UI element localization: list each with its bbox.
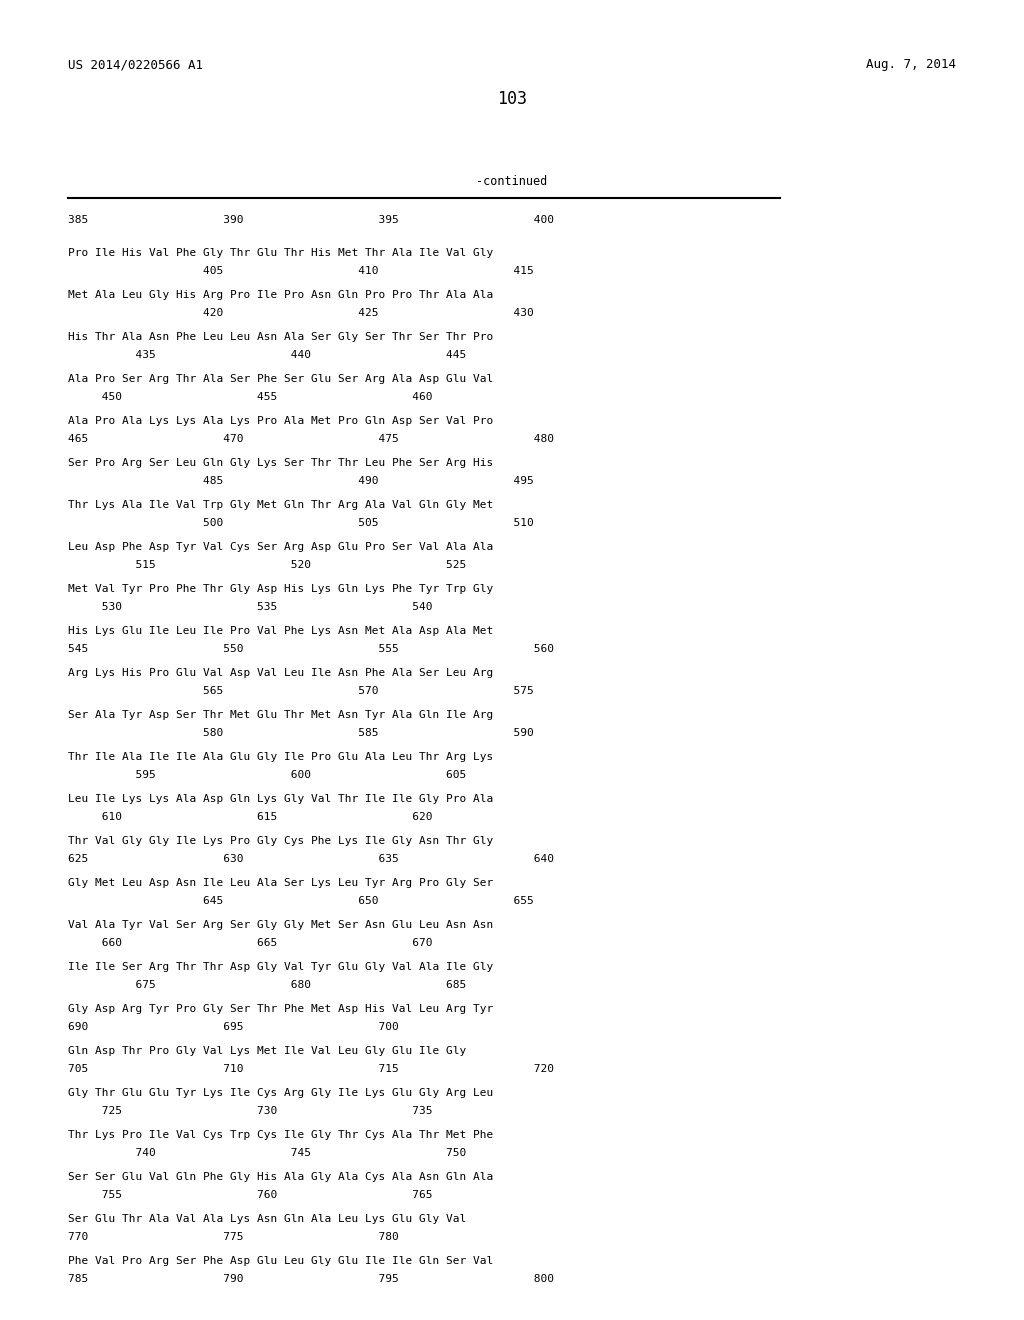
Text: 465                    470                    475                    480: 465 470 475 480 — [68, 434, 554, 444]
Text: Pro Ile His Val Phe Gly Thr Glu Thr His Met Thr Ala Ile Val Gly: Pro Ile His Val Phe Gly Thr Glu Thr His … — [68, 248, 494, 257]
Text: Ile Ile Ser Arg Thr Thr Asp Gly Val Tyr Glu Gly Val Ala Ile Gly: Ile Ile Ser Arg Thr Thr Asp Gly Val Tyr … — [68, 962, 494, 972]
Text: Val Ala Tyr Val Ser Arg Ser Gly Gly Met Ser Asn Glu Leu Asn Asn: Val Ala Tyr Val Ser Arg Ser Gly Gly Met … — [68, 920, 494, 931]
Text: 500                    505                    510: 500 505 510 — [68, 517, 534, 528]
Text: 740                    745                    750: 740 745 750 — [68, 1148, 466, 1158]
Text: Gly Thr Glu Glu Tyr Lys Ile Cys Arg Gly Ile Lys Glu Gly Arg Leu: Gly Thr Glu Glu Tyr Lys Ile Cys Arg Gly … — [68, 1088, 494, 1098]
Text: 785                    790                    795                    800: 785 790 795 800 — [68, 1274, 554, 1284]
Text: Phe Val Pro Arg Ser Phe Asp Glu Leu Gly Glu Ile Ile Gln Ser Val: Phe Val Pro Arg Ser Phe Asp Glu Leu Gly … — [68, 1257, 494, 1266]
Text: Gly Met Leu Asp Asn Ile Leu Ala Ser Lys Leu Tyr Arg Pro Gly Ser: Gly Met Leu Asp Asn Ile Leu Ala Ser Lys … — [68, 878, 494, 888]
Text: Met Ala Leu Gly His Arg Pro Ile Pro Asn Gln Pro Pro Thr Ala Ala: Met Ala Leu Gly His Arg Pro Ile Pro Asn … — [68, 290, 494, 300]
Text: His Thr Ala Asn Phe Leu Leu Asn Ala Ser Gly Ser Thr Ser Thr Pro: His Thr Ala Asn Phe Leu Leu Asn Ala Ser … — [68, 333, 494, 342]
Text: -continued: -continued — [476, 176, 548, 187]
Text: 755                    760                    765: 755 760 765 — [68, 1191, 432, 1200]
Text: 770                    775                    780: 770 775 780 — [68, 1232, 398, 1242]
Text: 610                    615                    620: 610 615 620 — [68, 812, 432, 822]
Text: 450                    455                    460: 450 455 460 — [68, 392, 432, 403]
Text: Gly Asp Arg Tyr Pro Gly Ser Thr Phe Met Asp His Val Leu Arg Tyr: Gly Asp Arg Tyr Pro Gly Ser Thr Phe Met … — [68, 1005, 494, 1014]
Text: Thr Lys Pro Ile Val Cys Trp Cys Ile Gly Thr Cys Ala Thr Met Phe: Thr Lys Pro Ile Val Cys Trp Cys Ile Gly … — [68, 1130, 494, 1140]
Text: 385                    390                    395                    400: 385 390 395 400 — [68, 215, 554, 224]
Text: 515                    520                    525: 515 520 525 — [68, 560, 466, 570]
Text: Leu Ile Lys Lys Ala Asp Gln Lys Gly Val Thr Ile Ile Gly Pro Ala: Leu Ile Lys Lys Ala Asp Gln Lys Gly Val … — [68, 795, 494, 804]
Text: Aug. 7, 2014: Aug. 7, 2014 — [866, 58, 956, 71]
Text: 530                    535                    540: 530 535 540 — [68, 602, 432, 612]
Text: 690                    695                    700: 690 695 700 — [68, 1022, 398, 1032]
Text: 485                    490                    495: 485 490 495 — [68, 477, 534, 486]
Text: 675                    680                    685: 675 680 685 — [68, 979, 466, 990]
Text: 103: 103 — [497, 90, 527, 108]
Text: Ser Ser Glu Val Gln Phe Gly His Ala Gly Ala Cys Ala Asn Gln Ala: Ser Ser Glu Val Gln Phe Gly His Ala Gly … — [68, 1172, 494, 1181]
Text: US 2014/0220566 A1: US 2014/0220566 A1 — [68, 58, 203, 71]
Text: 625                    630                    635                    640: 625 630 635 640 — [68, 854, 554, 865]
Text: His Lys Glu Ile Leu Ile Pro Val Phe Lys Asn Met Ala Asp Ala Met: His Lys Glu Ile Leu Ile Pro Val Phe Lys … — [68, 626, 494, 636]
Text: Leu Asp Phe Asp Tyr Val Cys Ser Arg Asp Glu Pro Ser Val Ala Ala: Leu Asp Phe Asp Tyr Val Cys Ser Arg Asp … — [68, 543, 494, 552]
Text: 580                    585                    590: 580 585 590 — [68, 729, 534, 738]
Text: 405                    410                    415: 405 410 415 — [68, 267, 534, 276]
Text: 565                    570                    575: 565 570 575 — [68, 686, 534, 696]
Text: 645                    650                    655: 645 650 655 — [68, 896, 534, 906]
Text: Gln Asp Thr Pro Gly Val Lys Met Ile Val Leu Gly Glu Ile Gly: Gln Asp Thr Pro Gly Val Lys Met Ile Val … — [68, 1045, 466, 1056]
Text: Ala Pro Ser Arg Thr Ala Ser Phe Ser Glu Ser Arg Ala Asp Glu Val: Ala Pro Ser Arg Thr Ala Ser Phe Ser Glu … — [68, 374, 494, 384]
Text: 420                    425                    430: 420 425 430 — [68, 308, 534, 318]
Text: Thr Lys Ala Ile Val Trp Gly Met Gln Thr Arg Ala Val Gln Gly Met: Thr Lys Ala Ile Val Trp Gly Met Gln Thr … — [68, 500, 494, 510]
Text: Arg Lys His Pro Glu Val Asp Val Leu Ile Asn Phe Ala Ser Leu Arg: Arg Lys His Pro Glu Val Asp Val Leu Ile … — [68, 668, 494, 678]
Text: Thr Ile Ala Ile Ile Ala Glu Gly Ile Pro Glu Ala Leu Thr Arg Lys: Thr Ile Ala Ile Ile Ala Glu Gly Ile Pro … — [68, 752, 494, 762]
Text: 595                    600                    605: 595 600 605 — [68, 770, 466, 780]
Text: Thr Val Gly Gly Ile Lys Pro Gly Cys Phe Lys Ile Gly Asn Thr Gly: Thr Val Gly Gly Ile Lys Pro Gly Cys Phe … — [68, 836, 494, 846]
Text: Ser Ala Tyr Asp Ser Thr Met Glu Thr Met Asn Tyr Ala Gln Ile Arg: Ser Ala Tyr Asp Ser Thr Met Glu Thr Met … — [68, 710, 494, 719]
Text: 545                    550                    555                    560: 545 550 555 560 — [68, 644, 554, 653]
Text: Met Val Tyr Pro Phe Thr Gly Asp His Lys Gln Lys Phe Tyr Trp Gly: Met Val Tyr Pro Phe Thr Gly Asp His Lys … — [68, 583, 494, 594]
Text: Ser Pro Arg Ser Leu Gln Gly Lys Ser Thr Thr Leu Phe Ser Arg His: Ser Pro Arg Ser Leu Gln Gly Lys Ser Thr … — [68, 458, 494, 469]
Text: 705                    710                    715                    720: 705 710 715 720 — [68, 1064, 554, 1074]
Text: Ala Pro Ala Lys Lys Ala Lys Pro Ala Met Pro Gln Asp Ser Val Pro: Ala Pro Ala Lys Lys Ala Lys Pro Ala Met … — [68, 416, 494, 426]
Text: Ser Glu Thr Ala Val Ala Lys Asn Gln Ala Leu Lys Glu Gly Val: Ser Glu Thr Ala Val Ala Lys Asn Gln Ala … — [68, 1214, 466, 1224]
Text: 660                    665                    670: 660 665 670 — [68, 939, 432, 948]
Text: 725                    730                    735: 725 730 735 — [68, 1106, 432, 1115]
Text: 435                    440                    445: 435 440 445 — [68, 350, 466, 360]
